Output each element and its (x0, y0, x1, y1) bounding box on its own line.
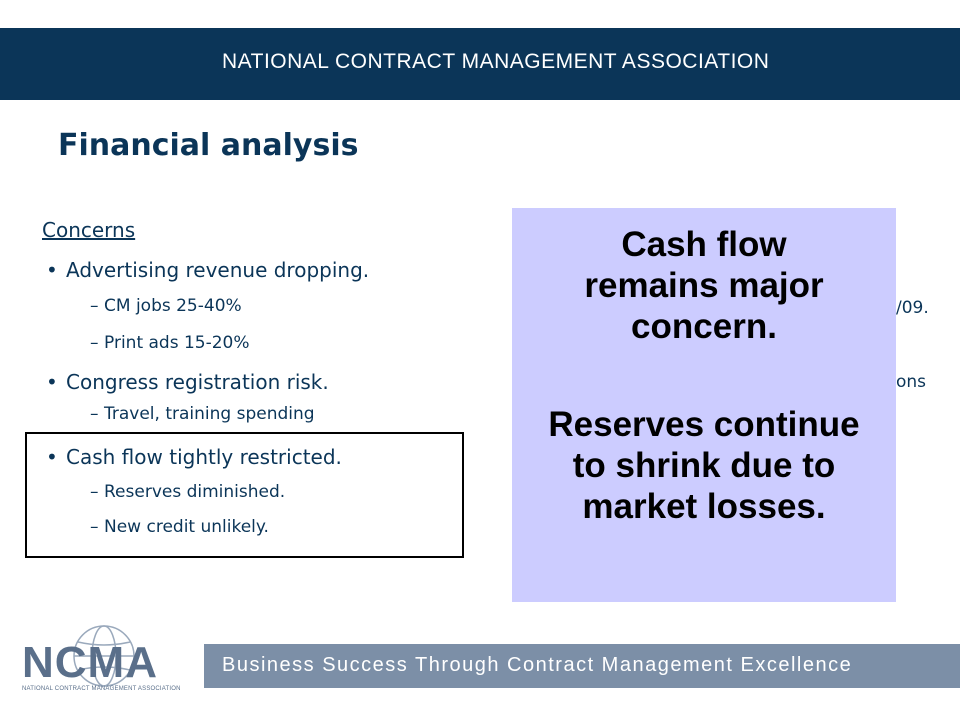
logo-subtitle: NATIONAL CONTRACT MANAGEMENT ASSOCIATION (22, 686, 181, 692)
sub-bullet-item: – Print ads 15-20% (90, 333, 250, 353)
highlight-box (25, 432, 464, 558)
bullet-text: Congress registration risk. (66, 370, 329, 394)
header-org-name: NATIONAL CONTRACT MANAGEMENT ASSOCIATION (222, 50, 770, 73)
partial-text-right: /09. (896, 298, 929, 318)
logo-wordmark: NCMA (22, 638, 158, 687)
bullet-dot-icon: • (46, 445, 58, 469)
bullet-item: • Cash flow tightly restricted. (46, 445, 342, 469)
callout-box: Cash flow remains major concern. Reserve… (512, 208, 896, 602)
callout-line-2: Reserves continue to shrink due to marke… (548, 405, 860, 526)
sub-bullet-text: New credit unlikely. (104, 517, 269, 537)
sub-bullet-text: Travel, training spending (104, 404, 315, 424)
sub-bullet-item: – Reserves diminished. (90, 482, 285, 502)
dash-icon: – (90, 482, 99, 502)
callout-line-1: Cash flow remains major concern. (584, 225, 824, 346)
dash-icon: – (90, 404, 99, 424)
bullet-text: Advertising revenue dropping. (66, 258, 370, 282)
sub-bullet-text: Print ads 15-20% (104, 333, 250, 353)
footer-tagline: Business Success Through Contract Manage… (222, 654, 853, 676)
sub-bullet-item: – CM jobs 25-40% (90, 296, 242, 316)
bullet-dot-icon: • (46, 258, 58, 282)
sub-bullet-text: Reserves diminished. (104, 482, 286, 502)
sub-bullet-item: – Travel, training spending (90, 404, 315, 424)
dash-icon: – (90, 296, 99, 316)
dash-icon: – (90, 517, 99, 537)
ncma-logo: NCMA NATIONAL CONTRACT MANAGEMENT ASSOCI… (22, 618, 188, 692)
slide-title: Financial analysis (58, 128, 359, 163)
concerns-heading: Concerns (42, 218, 136, 242)
bullet-item: • Advertising revenue dropping. (46, 258, 369, 282)
globe-icon (73, 625, 135, 687)
header-band (0, 28, 960, 100)
footer-band (204, 644, 960, 688)
dash-icon: – (90, 333, 99, 353)
bullet-text: Cash flow tightly restricted. (66, 445, 342, 469)
sub-bullet-text: CM jobs 25-40% (104, 296, 242, 316)
sub-bullet-item: – New credit unlikely. (90, 517, 269, 537)
bullet-item: • Congress registration risk. (46, 370, 329, 394)
partial-text-right: ons (896, 372, 927, 392)
bullet-dot-icon: • (46, 370, 58, 394)
